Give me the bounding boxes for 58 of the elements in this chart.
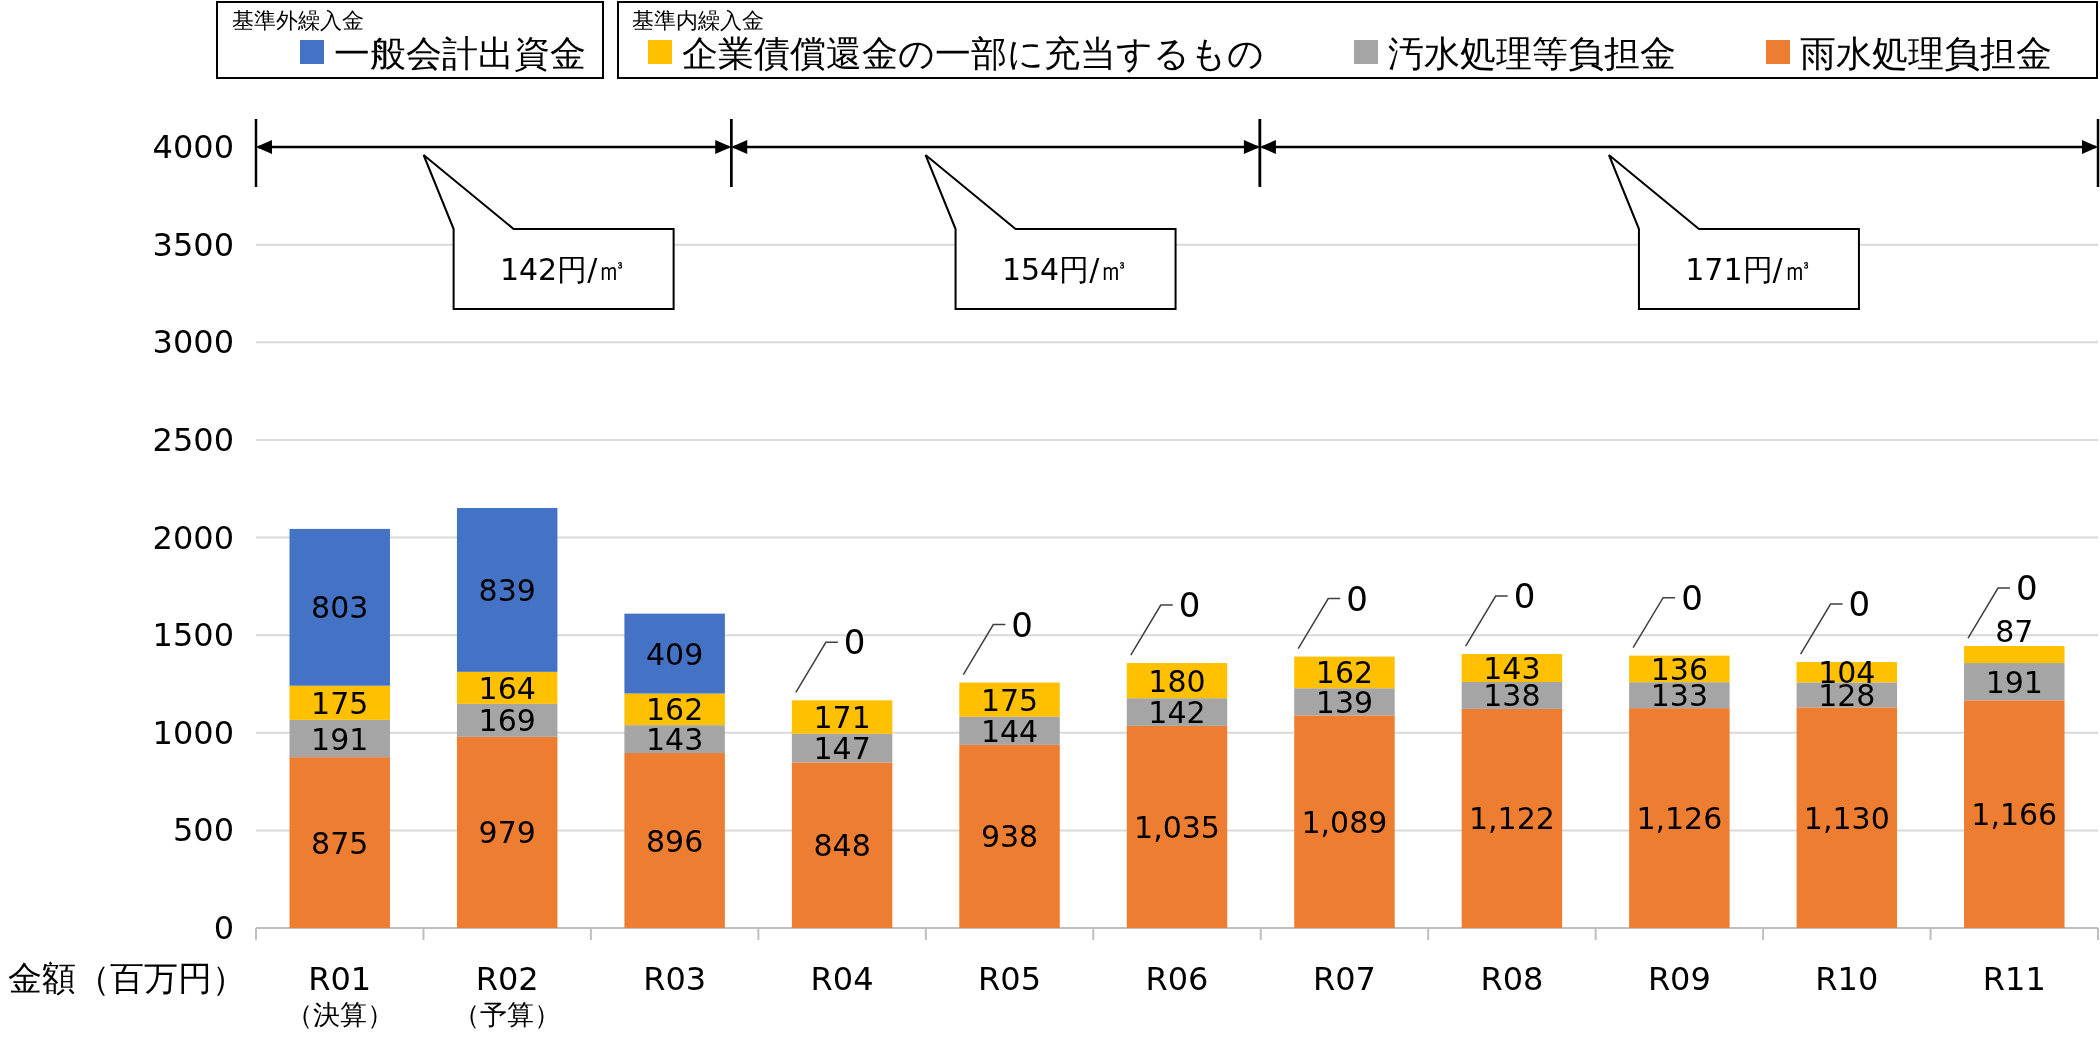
- annotation: 154円/㎥: [1001, 252, 1130, 287]
- data-label: 0: [1011, 604, 1033, 645]
- data-label: 1,122: [1468, 801, 1555, 837]
- data-label: 169: [478, 703, 536, 739]
- data-label: 0: [843, 622, 866, 663]
- data-label: 87: [1995, 614, 2034, 650]
- data-label: 1,130: [1803, 800, 1890, 836]
- y-tick-label: 2000: [152, 518, 234, 557]
- x-tick-label: R09: [1647, 960, 1711, 998]
- data-label: 0: [1848, 584, 1871, 625]
- data-label: 1,166: [1971, 797, 2058, 833]
- y-tick-label: 3500: [152, 225, 234, 264]
- y-tick-label: 1000: [152, 713, 234, 752]
- data-label: 0: [1346, 578, 1368, 619]
- x-tick-label: R04: [810, 960, 874, 998]
- data-label: 938: [980, 819, 1039, 855]
- data-label: 409: [646, 636, 704, 672]
- data-label: 175: [311, 685, 369, 721]
- data-label: 0: [2016, 568, 2038, 609]
- y-tick-label: 3000: [152, 323, 234, 362]
- data-label: 1,126: [1636, 801, 1723, 837]
- legend-label: 汚水処理等負担金: [1388, 33, 1676, 74]
- x-tick-label: R02 （予算）: [453, 960, 562, 1030]
- data-label: 896: [646, 823, 704, 859]
- text: 基準外繰入金: [232, 8, 364, 33]
- y-tick-label: 2500: [152, 420, 234, 459]
- data-label: 1,035: [1134, 809, 1220, 845]
- data-label: 839: [478, 572, 536, 608]
- data-label: 979: [478, 815, 536, 851]
- data-label: 803: [311, 590, 369, 626]
- data-label: 191: [311, 721, 369, 757]
- y-tick-label: 1500: [152, 616, 234, 655]
- x-tick-label: R10: [1815, 960, 1879, 998]
- data-label: 164: [478, 670, 536, 706]
- data-label: 191: [1985, 664, 2043, 700]
- data-label: 875: [311, 825, 369, 861]
- x-tick-label: R06: [1145, 960, 1209, 998]
- x-tick-label: R11: [1982, 960, 2046, 998]
- y-tick-label: 4000: [152, 128, 234, 166]
- annotation: 171円/㎥: [1685, 252, 1813, 287]
- data-label: 1,089: [1301, 804, 1388, 840]
- x-tick-label: R03: [643, 960, 707, 998]
- x-tick-label: R08: [1480, 960, 1544, 998]
- text: 基準内繰入金: [632, 8, 764, 33]
- data-label: 848: [813, 828, 871, 864]
- legend-label: 企業債償還金の一部に充当するもの: [682, 33, 1264, 74]
- x-tick-label: R05: [978, 960, 1042, 998]
- y-tick-label: 0: [213, 909, 234, 947]
- annotation: 142円/㎥: [499, 252, 628, 287]
- legend-label: 雨水処理負担金: [1800, 33, 2052, 74]
- y-tick-label: 500: [172, 811, 234, 850]
- legend-label: 一般会計出資金: [334, 33, 586, 74]
- data-label: 0: [1513, 576, 1536, 617]
- x-tick-label: R07: [1312, 960, 1376, 998]
- data-label: 0: [1681, 577, 1703, 618]
- data-label: 0: [1178, 585, 1201, 626]
- y-axis-title: 金額（百万円）: [8, 958, 246, 998]
- x-tick-label: R01 （決算）: [285, 960, 394, 1030]
